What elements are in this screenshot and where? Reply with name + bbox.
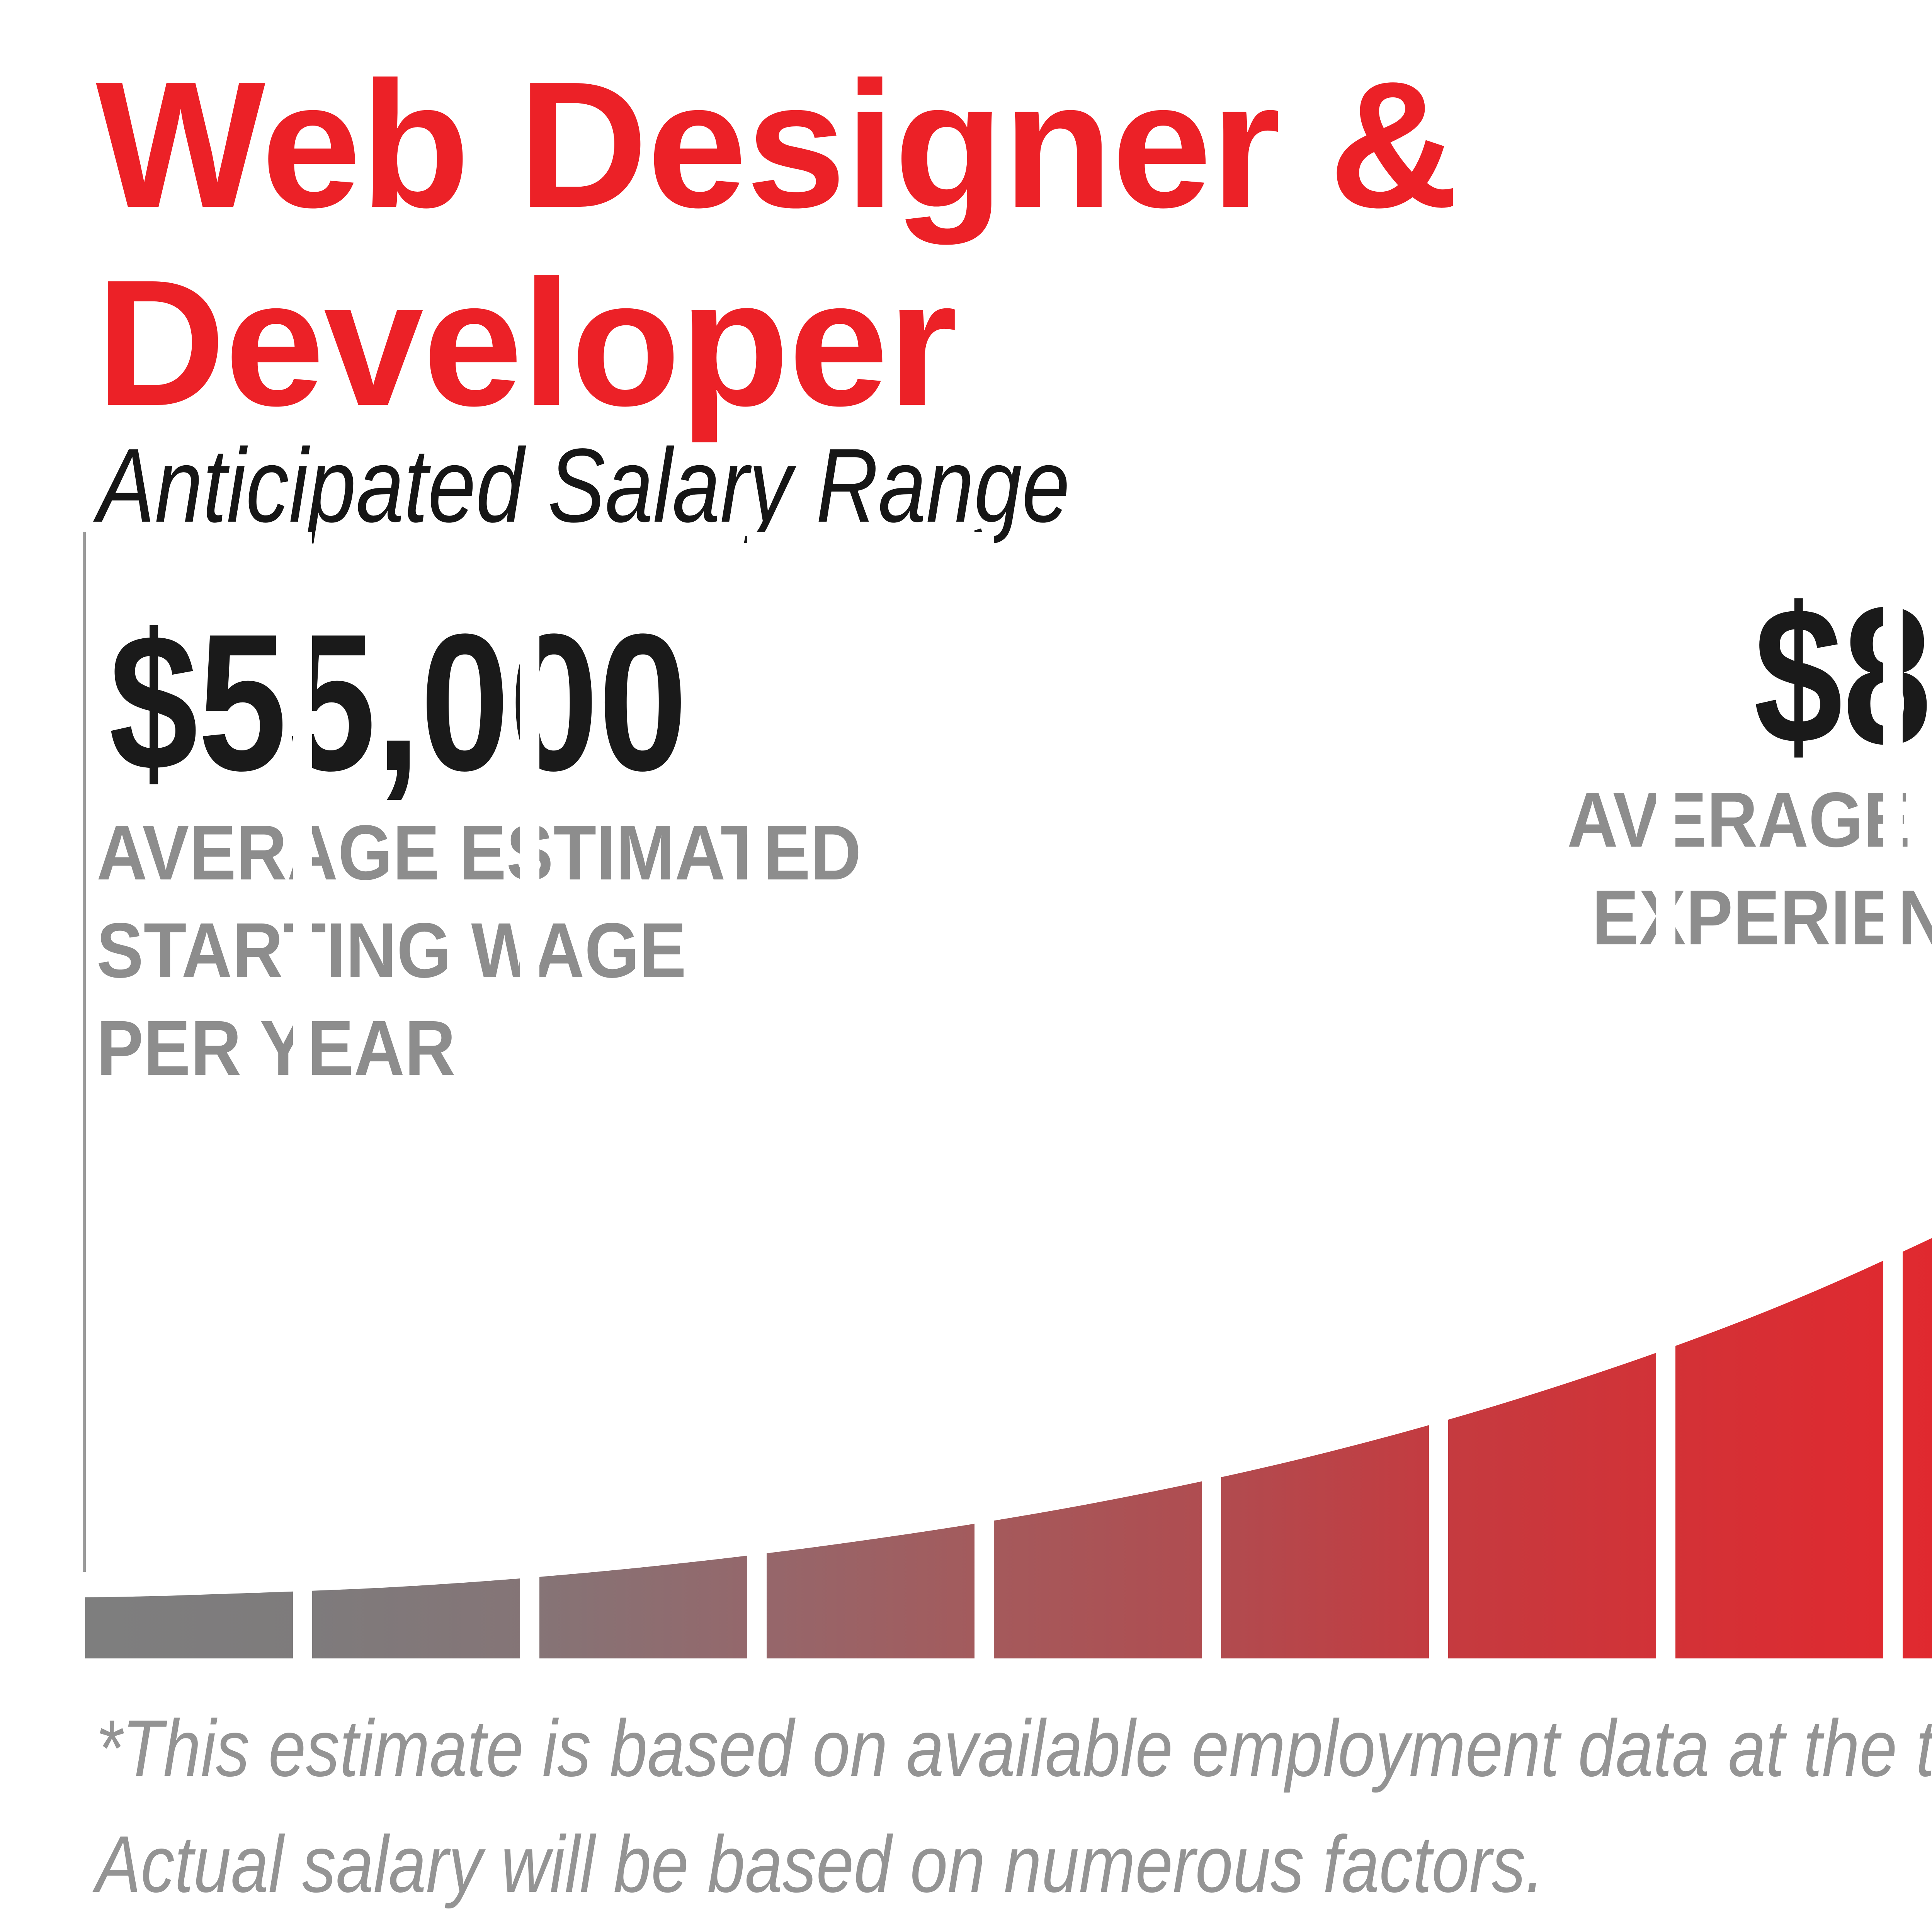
experienced-wage-label-line: AVERAGE ESTIMATED xyxy=(1567,776,1932,863)
bar-gap xyxy=(1429,532,1448,1658)
experienced-wage-label-line: EXPERIENCED WAGE xyxy=(1592,874,1932,961)
experienced-wage-label: AVERAGE ESTIMATED EXPERIENCED WAGE PER Y… xyxy=(1567,771,1932,1064)
bar-gap xyxy=(1202,532,1221,1658)
starting-wage-label: AVERAGE ESTIMATED STARTING WAGE PER YEAR xyxy=(97,804,861,1097)
page-title-line1: Web Designer & xyxy=(96,44,1459,245)
bar-gap xyxy=(975,532,994,1658)
bar-gap xyxy=(520,532,539,1658)
starting-wage-label-line: AVERAGE ESTIMATED xyxy=(97,809,862,896)
salary-growth-chart xyxy=(85,532,1932,1658)
starting-wage-amount: $55,000 xyxy=(109,594,687,811)
starting-wage-label-line: PER YEAR xyxy=(97,1004,456,1092)
footnote: *This estimate is based on available emp… xyxy=(96,1690,1932,1922)
footnote-line1: *This estimate is based on available emp… xyxy=(96,1704,1932,1793)
page-title-line2: Developer xyxy=(96,242,957,443)
bar-gap xyxy=(1656,532,1675,1658)
salary-bars-svg xyxy=(85,532,1932,1658)
chart-left-border-line xyxy=(83,532,86,1572)
bar-gap xyxy=(747,532,767,1658)
salary-bars-area xyxy=(85,1238,1932,1658)
bar-gap xyxy=(293,532,312,1658)
bar-gap xyxy=(1883,532,1903,1658)
starting-wage-label-line: STARTING WAGE xyxy=(97,906,687,994)
page-subtitle: Anticipated Salary Range xyxy=(97,427,1070,544)
page-title: Web Designer & Developer xyxy=(96,44,1459,443)
footnote-line2: Actual salary will be based on numerous … xyxy=(96,1820,1544,1909)
